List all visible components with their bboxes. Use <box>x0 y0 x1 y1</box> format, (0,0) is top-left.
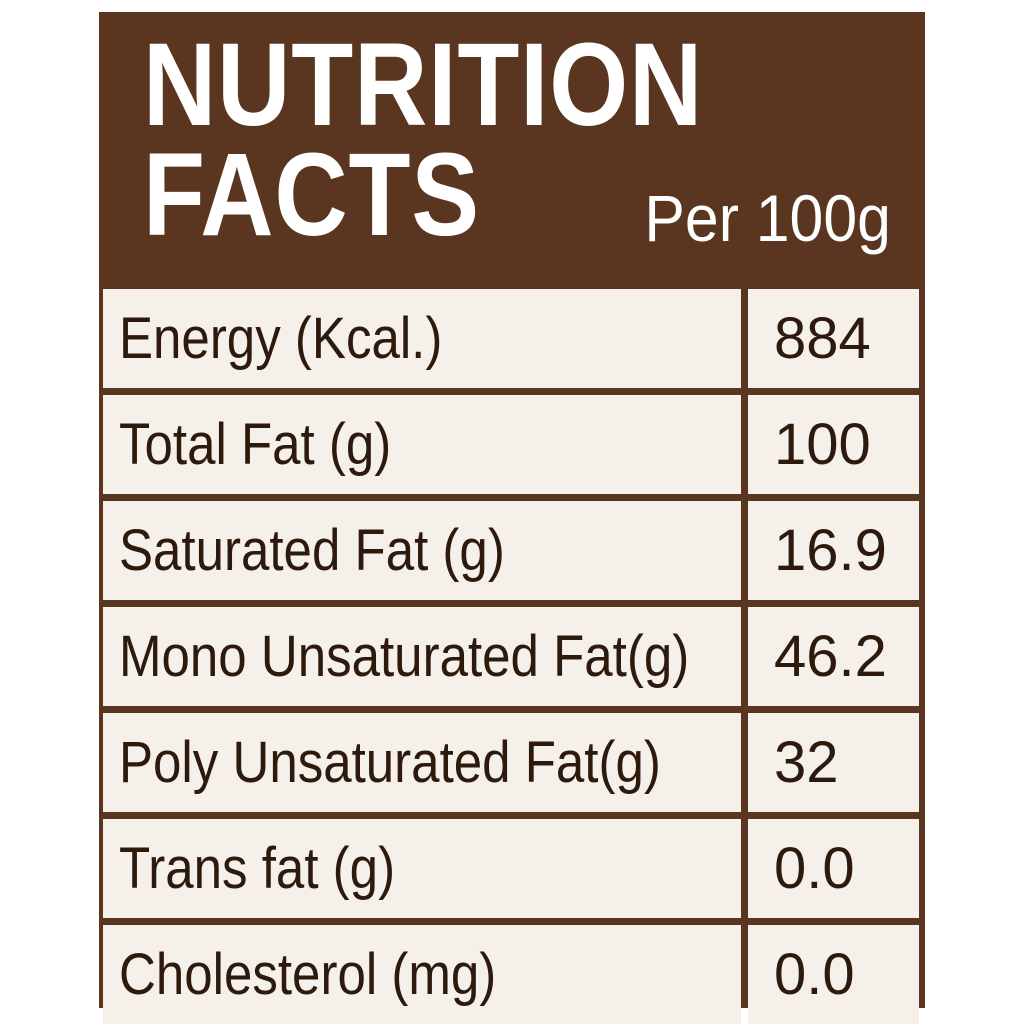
nutrient-value: 0.0 <box>748 819 919 918</box>
nutrient-label: Trans fat (g) <box>103 819 741 918</box>
table-row-saturated-fat: Saturated Fat (g) 16.9 <box>103 501 919 600</box>
table-row-trans-fat: Trans fat (g) 0.0 <box>103 819 919 918</box>
table-row-mono-unsaturated-fat: Mono Unsaturated Fat(g) 46.2 <box>103 607 919 706</box>
nutrient-label: Total Fat (g) <box>103 395 741 494</box>
nutrient-label-text: Trans fat (g) <box>119 836 396 901</box>
table-row-poly-unsaturated-fat: Poly Unsaturated Fat(g) 32 <box>103 713 919 812</box>
table-row-energy: Energy (Kcal.) 884 <box>103 289 919 388</box>
nutrient-label-text: Poly Unsaturated Fat(g) <box>119 730 661 795</box>
nutrient-label-text: Cholesterol (mg) <box>119 942 497 1007</box>
table-row-cholesterol: Cholesterol (mg) 0.0 <box>103 925 919 1024</box>
serving-size-label: Per 100g <box>644 181 891 255</box>
nutrient-label-text: Mono Unsaturated Fat(g) <box>119 624 690 689</box>
nutrition-facts-panel: NUTRITION FACTS Per 100g Energy (Kcal.) … <box>99 12 925 1024</box>
nutrient-value: 0.0 <box>748 925 919 1024</box>
nutrient-label: Cholesterol (mg) <box>103 925 741 1024</box>
nutrient-label-text: Total Fat (g) <box>119 412 392 477</box>
nutrient-label-text: Saturated Fat (g) <box>119 518 505 583</box>
nutrient-value: 46.2 <box>748 607 919 706</box>
nutrient-label: Saturated Fat (g) <box>103 501 741 600</box>
nutrition-table: Energy (Kcal.) 884 Total Fat (g) 100 Sat… <box>103 289 919 1031</box>
nutrient-value: 884 <box>748 289 919 388</box>
nutrition-title: NUTRITION FACTS <box>143 19 704 261</box>
nutrient-label-text: Energy (Kcal.) <box>119 306 443 371</box>
nutrition-header: NUTRITION FACTS Per 100g <box>99 12 925 280</box>
nutrient-label: Energy (Kcal.) <box>103 289 741 388</box>
nutrient-value: 100 <box>748 395 919 494</box>
nutrient-value: 16.9 <box>748 501 919 600</box>
nutrient-label: Poly Unsaturated Fat(g) <box>103 713 741 812</box>
table-row-total-fat: Total Fat (g) 100 <box>103 395 919 494</box>
nutrient-value: 32 <box>748 713 919 812</box>
nutrient-label: Mono Unsaturated Fat(g) <box>103 607 741 706</box>
